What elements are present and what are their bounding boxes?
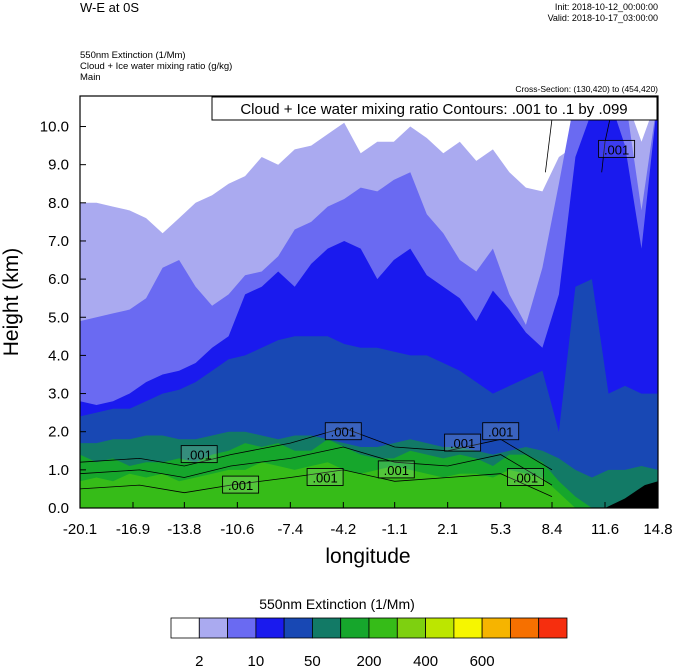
- plot-frame: [79, 95, 659, 509]
- terrain: [605, 481, 658, 508]
- y-tick-label: 0.0: [48, 500, 69, 517]
- y-tick-label: 8.0: [48, 195, 69, 212]
- contour-label: .001: [187, 448, 212, 463]
- colorbar-swatch: [396, 617, 426, 639]
- field-extinction-label: 550nm Extinction (1/Mm): [80, 50, 186, 61]
- contour-label-box: [377, 460, 415, 479]
- y-tick-label: 5.0: [48, 309, 69, 326]
- colorbar-swatch: [170, 617, 200, 639]
- y-tick-label: 1.0: [48, 462, 69, 479]
- contour-label-box: [482, 422, 520, 441]
- cloud-contour-line: [80, 427, 553, 471]
- x-axis-label: longitude: [325, 545, 410, 568]
- init-time: Init: 2018-10-12_00:00:00: [554, 2, 658, 12]
- contour-label: .001: [604, 142, 629, 157]
- y-tick-label: 9.0: [48, 157, 69, 174]
- contour-label-box: [444, 433, 482, 452]
- contour-label-box: [598, 139, 636, 158]
- x-tick-label: -7.4: [277, 521, 303, 538]
- colorbar-title: 550nm Extinction (1/Mm): [259, 596, 415, 612]
- colorbar-label: 2: [195, 653, 203, 667]
- y-tick-label: 6.0: [48, 271, 69, 288]
- x-tick-label: -20.1: [63, 521, 97, 538]
- x-tick-label: 11.6: [591, 521, 619, 538]
- x-tick-label: 5.3: [490, 521, 511, 538]
- contour-label: .001: [331, 425, 356, 440]
- contour-label: .001: [513, 471, 538, 486]
- x-tick-label: -10.6: [220, 521, 254, 538]
- contour-label: .001: [312, 471, 337, 486]
- colorbar-label: 10: [248, 653, 265, 667]
- x-tick-label: -4.2: [330, 521, 356, 538]
- contour-label: .001: [488, 425, 513, 440]
- band-light-green: [80, 462, 658, 508]
- x-tick-label: 8.4: [542, 521, 563, 538]
- contour-info-text: Cloud + Ice water mixing ratio Contours:…: [240, 101, 627, 118]
- colorbar-swatch: [368, 617, 398, 639]
- colorbar-label: 200: [356, 653, 381, 667]
- contour-label-box: [222, 475, 260, 494]
- contour-label-box: [507, 468, 544, 486]
- colorbar-swatch: [311, 617, 342, 639]
- chart-title: W-E at 0S: [80, 0, 140, 15]
- y-tick-label: 2.0: [48, 424, 69, 441]
- cross-section-label: Cross-Section: (130,420) to (454,420): [515, 84, 658, 94]
- colorbar-swatch: [255, 617, 285, 639]
- colorbar-label: 50: [304, 653, 321, 667]
- colorbar-swatch: [283, 617, 313, 639]
- x-tick-label: -16.9: [116, 521, 150, 538]
- colorbar-label: 600: [470, 653, 495, 667]
- contour-label-box: [180, 445, 218, 464]
- cloud-contour-line: [80, 469, 553, 497]
- x-tick-label: -1.1: [382, 521, 408, 538]
- field-main-label: Main: [80, 72, 101, 83]
- y-tick-label: 4.0: [48, 347, 69, 364]
- contour-label-box: [306, 468, 344, 486]
- contour-label: .001: [384, 463, 409, 478]
- colorbar-swatch: [538, 617, 568, 639]
- field-mixing-ratio-label: Cloud + Ice water mixing ratio (g/kg): [80, 61, 233, 72]
- contour-label: .001: [228, 478, 253, 493]
- colorbar-swatch: [425, 617, 455, 639]
- colorbar-swatch: [340, 617, 370, 639]
- colorbar-swatch: [509, 617, 540, 639]
- x-tick-label: 2.1: [437, 521, 458, 538]
- x-tick-label: 14.8: [643, 521, 672, 538]
- colorbar-swatch: [227, 617, 257, 639]
- colorbar-swatch: [198, 617, 228, 639]
- y-tick-label: 3.0: [48, 386, 69, 403]
- contour-label-box: [324, 422, 362, 441]
- colorbar-swatch: [481, 617, 511, 639]
- colorbar-swatch: [453, 617, 483, 639]
- y-tick-label: 10.0: [40, 119, 69, 136]
- contour-info-box: [211, 96, 658, 121]
- cloud-contour-line: [80, 446, 553, 486]
- x-tick-label: -13.8: [167, 521, 201, 538]
- y-tick-label: 7.0: [48, 233, 69, 250]
- contour-label: .001: [450, 436, 475, 451]
- valid-time: Valid: 2018-10-17_03:00:00: [547, 13, 658, 23]
- colorbar-label: 400: [413, 653, 438, 667]
- y-axis-label: Height (km): [0, 248, 23, 357]
